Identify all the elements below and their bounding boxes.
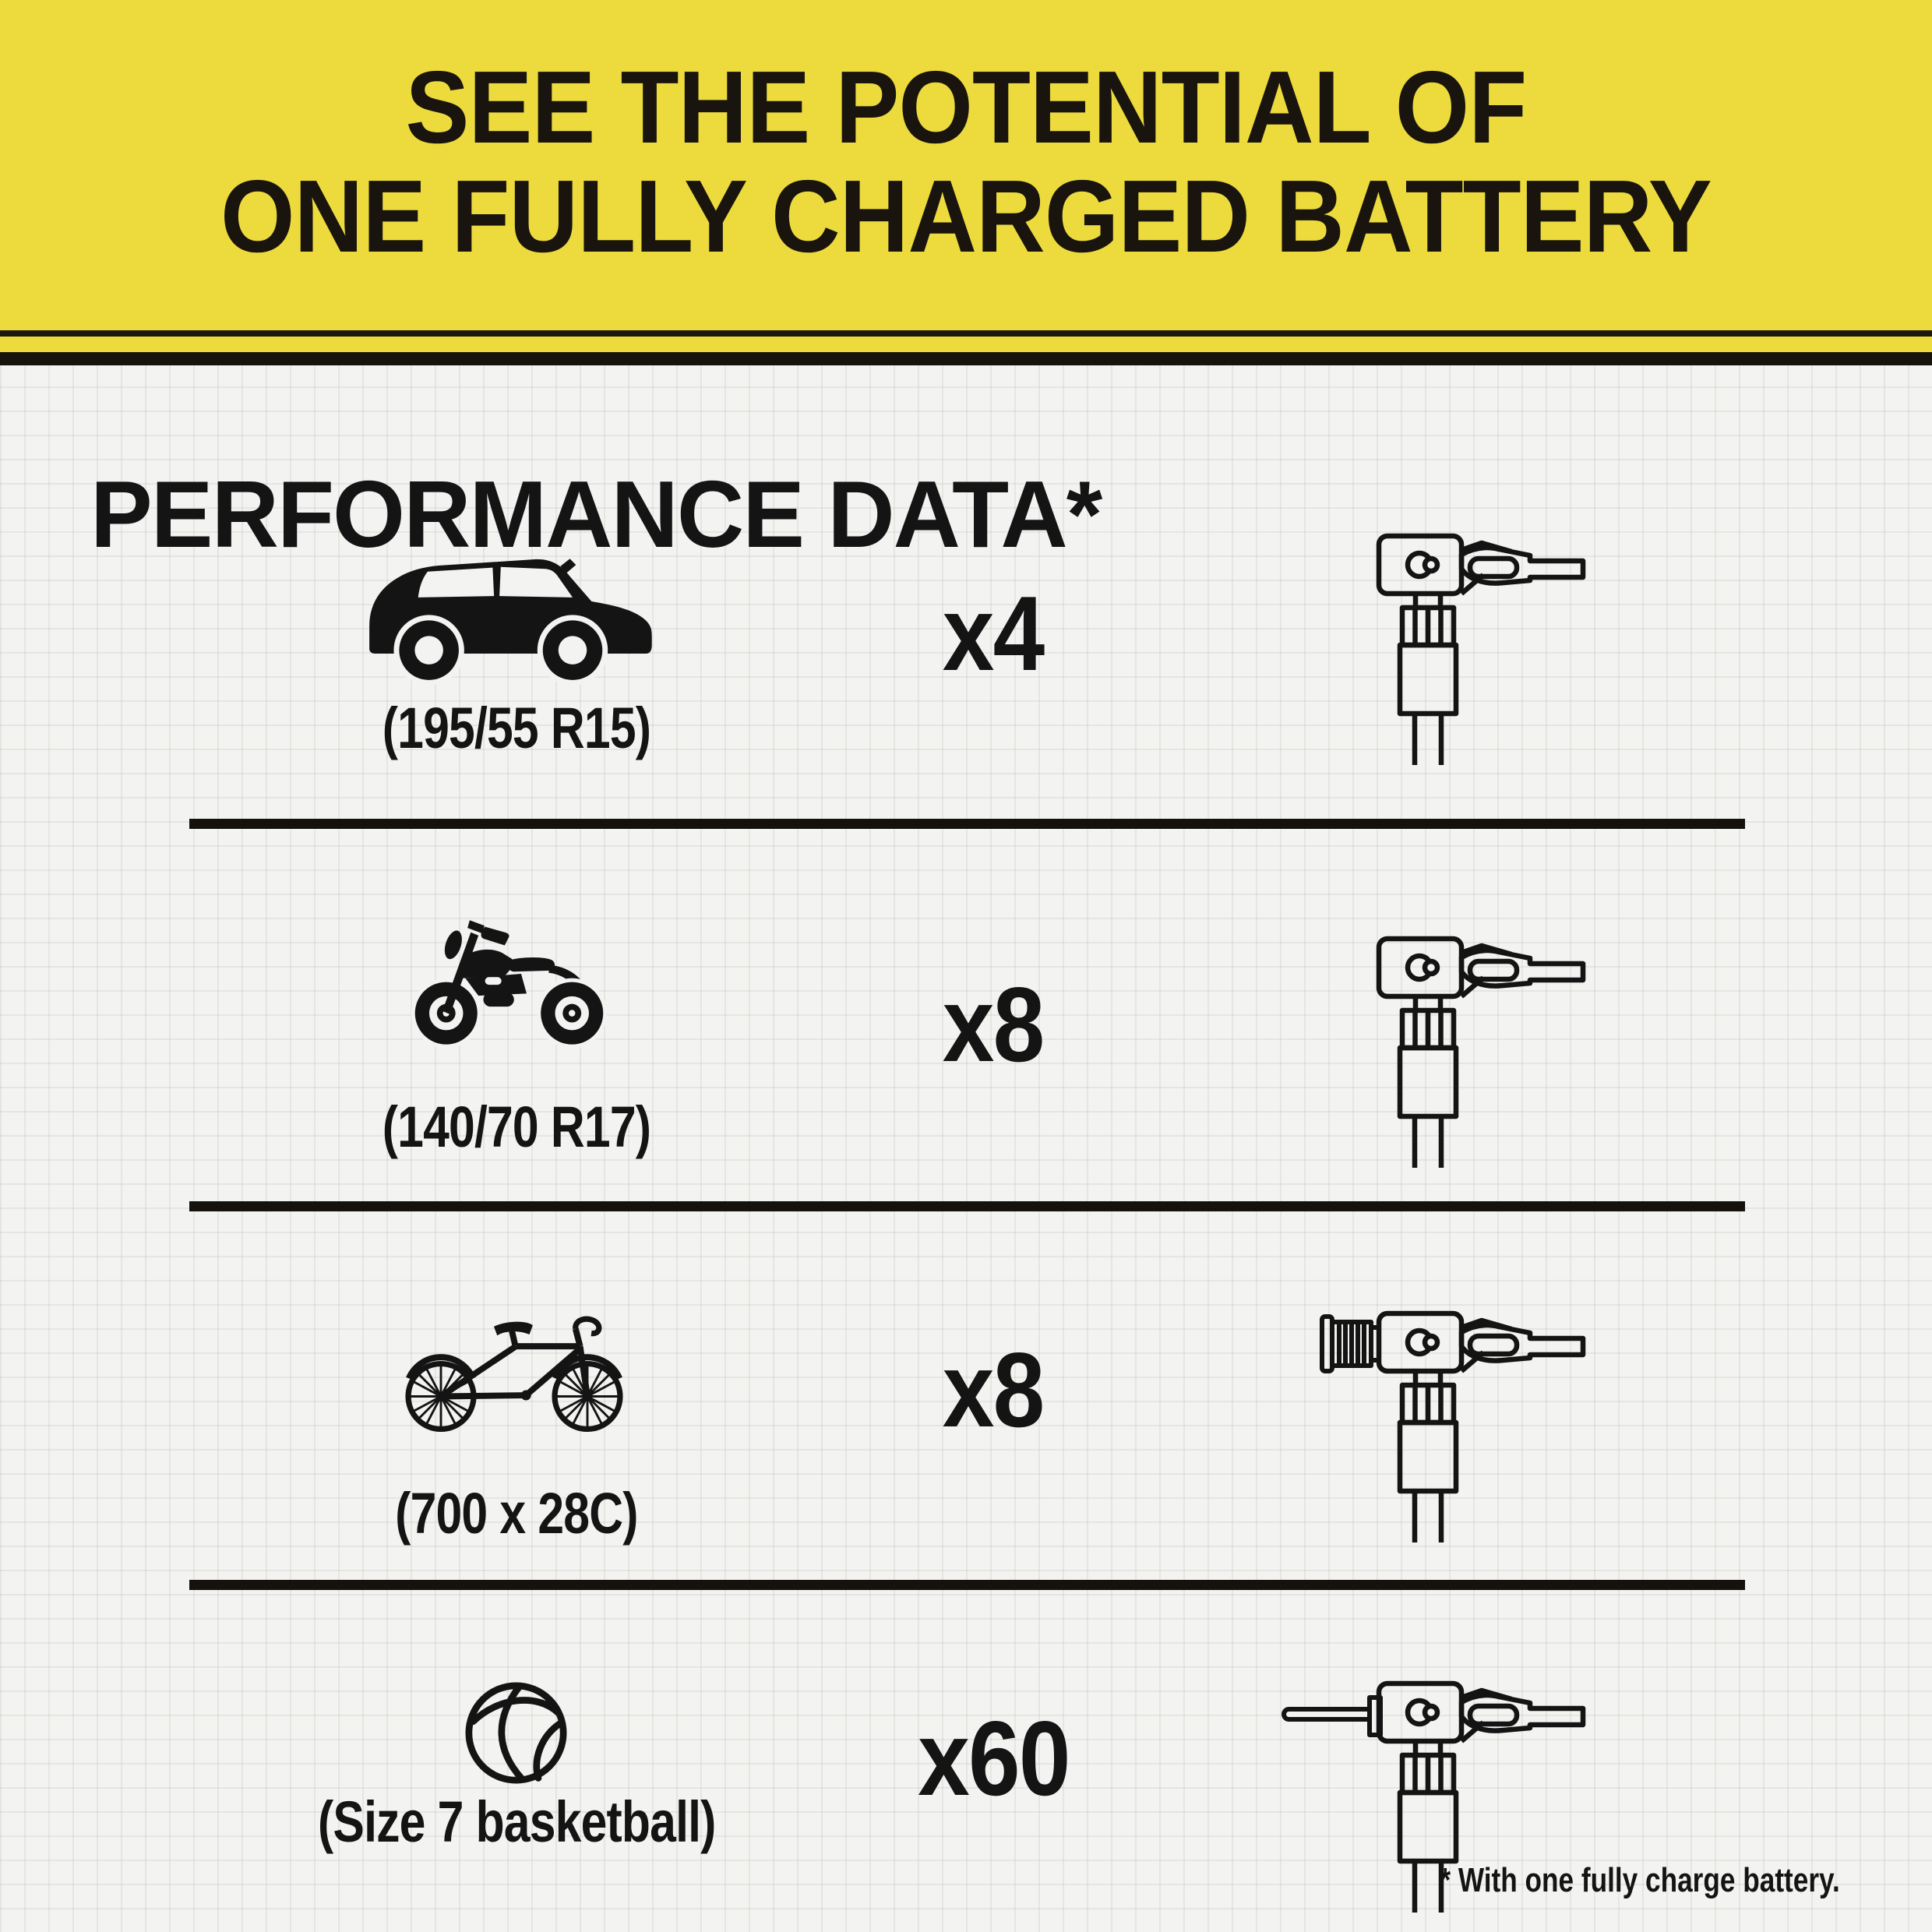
banner-thin-rule bbox=[0, 330, 1932, 337]
row-separator bbox=[189, 1201, 1745, 1211]
motorcycle-icon bbox=[411, 920, 608, 1049]
row-separator bbox=[189, 819, 1745, 829]
car-multiplier-label: x4 bbox=[943, 574, 1045, 693]
header-title-line-1: SEE THE POTENTIAL OF bbox=[405, 50, 1528, 165]
footnote: * With one fully charge battery. bbox=[1440, 1861, 1840, 1899]
performance-data-title: PERFORMANCE DATA* bbox=[90, 460, 1102, 567]
header-title-line-2: ONE FULLY CHARGED BATTERY bbox=[220, 159, 1712, 273]
motorcycle-multiplier-label: x8 bbox=[943, 965, 1045, 1084]
basketball-icon bbox=[459, 1676, 573, 1790]
basketball-size-label: (Size 7 basketball) bbox=[317, 1789, 716, 1854]
bicycle-multiplier-label: x8 bbox=[943, 1331, 1045, 1449]
car-icon bbox=[369, 559, 652, 686]
inflator-chuck-presta-adapter-icon bbox=[1278, 1307, 1605, 1549]
basketball-multiplier-label: x60 bbox=[917, 1699, 1070, 1817]
row-separator bbox=[189, 1580, 1745, 1590]
header-banner: SEE THE POTENTIAL OF ONE FULLY CHARGED B… bbox=[0, 0, 1932, 352]
bicycle-tire-size-label: (700 x 28C) bbox=[395, 1481, 638, 1546]
inflator-chuck-icon bbox=[1278, 530, 1605, 771]
header-title: SEE THE POTENTIAL OF ONE FULLY CHARGED B… bbox=[220, 53, 1712, 271]
motorcycle-tire-size-label: (140/70 R17) bbox=[382, 1095, 651, 1159]
car-tire-size-label: (195/55 R15) bbox=[382, 696, 651, 760]
bicycle-icon bbox=[382, 1292, 647, 1438]
inflator-chuck-icon bbox=[1278, 933, 1605, 1174]
banner-thick-rule bbox=[0, 352, 1932, 365]
